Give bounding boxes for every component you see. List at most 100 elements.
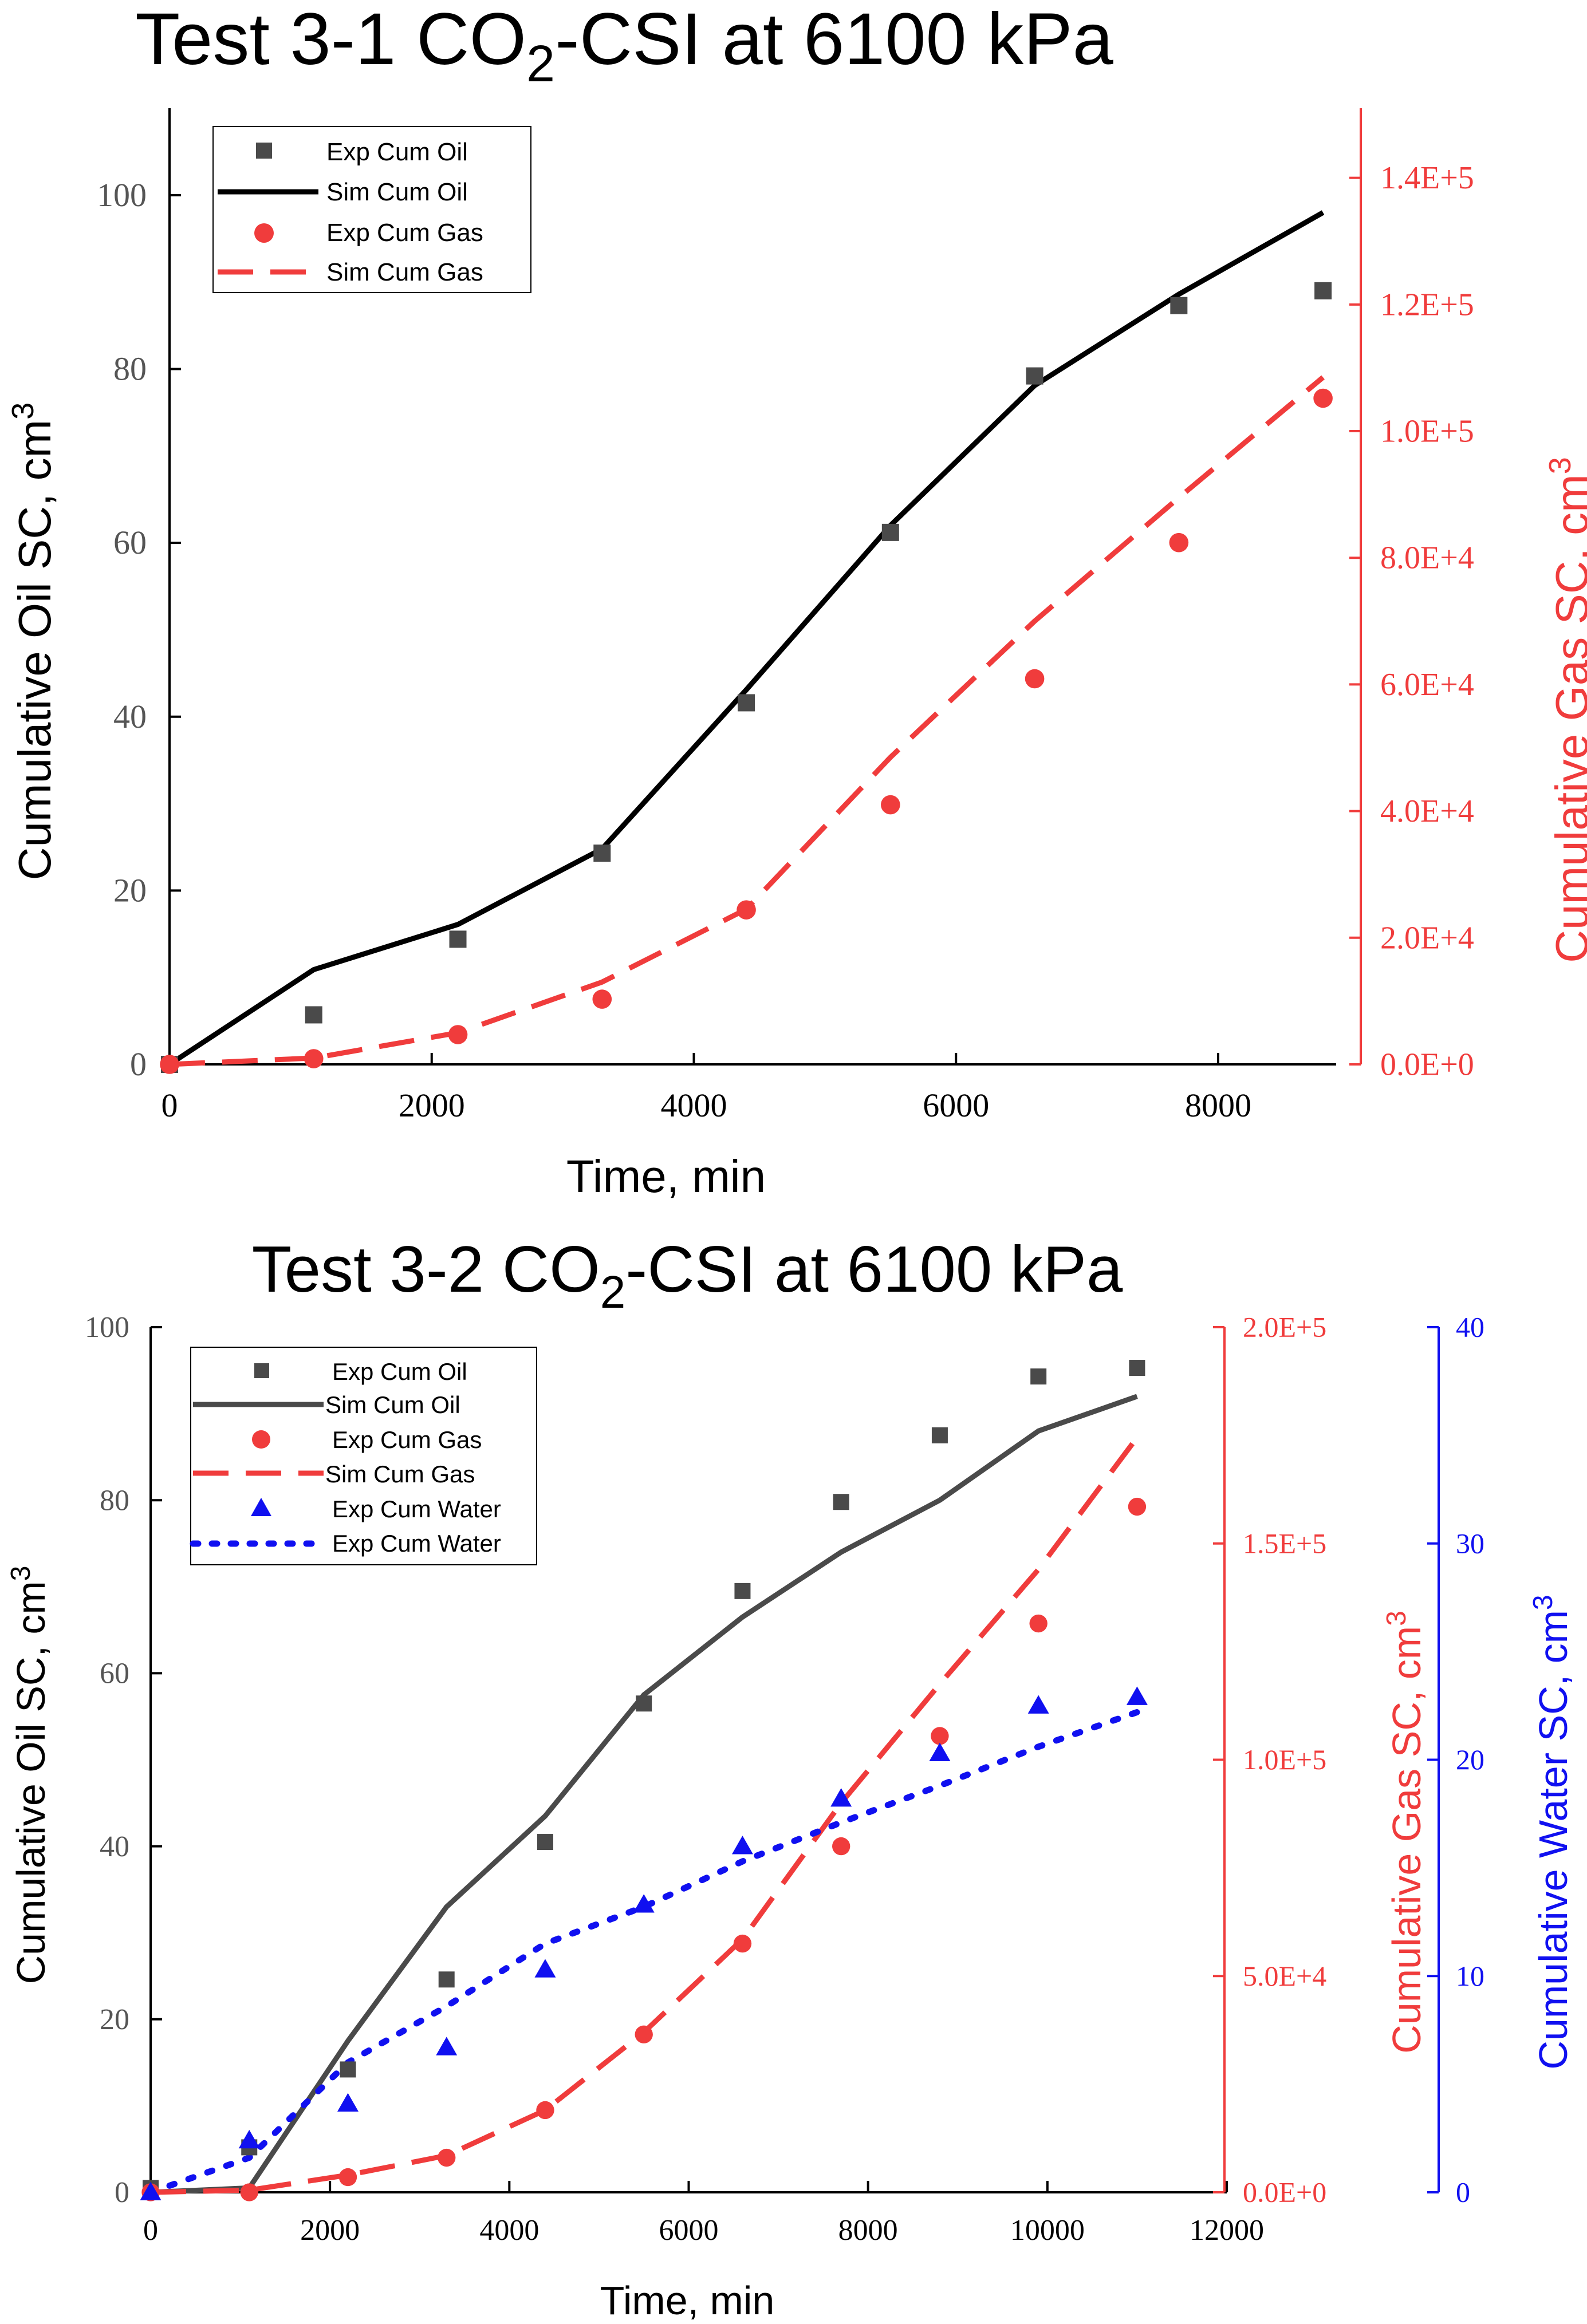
chart2-x-tick-label: 0 (143, 2214, 158, 2247)
chart1-square-point (1314, 282, 1332, 299)
chart2-circle-point (931, 1727, 949, 1745)
chart1-legend-label: Exp Cum Gas (326, 219, 483, 247)
chart2-square-point (1030, 1368, 1047, 1385)
chart1-x-tick-label: 6000 (923, 1087, 989, 1124)
chart2-x-tick-label: 4000 (479, 2214, 539, 2247)
chart1-x-tick-label: 2000 (399, 1087, 465, 1124)
chart2-triangle-point (929, 1742, 951, 1762)
chart1-left-tick-label: 100 (97, 176, 147, 214)
chart1-x-axis-title: Time, min (566, 1151, 766, 1202)
chart1-circle-point (737, 900, 756, 920)
chart1-series-line (168, 210, 1325, 1067)
chart1-axes: 0 20 40 60 80 100 0 2000 4000 6000 8000 0.0E+0 2.0E+… (97, 108, 1474, 1124)
chart1-square-point (881, 523, 899, 541)
chart1-x-tick-label: 0 (162, 1087, 178, 1124)
chart1-square-point (738, 694, 755, 712)
chart2-right-tick-label: 2.0E+5 (1243, 1311, 1326, 1343)
chart1-legend-label: Sim Cum Gas (326, 258, 483, 286)
chart-test-3-2: Test 3-2 CO2-CSI at 6100 kPa 0 20 40 60 80 10… (6, 1233, 1576, 2323)
chart1-circle-point (592, 989, 612, 1009)
chart2-left-tick-label: 100 (85, 1311, 129, 1344)
chart2-triangle-point (633, 1894, 655, 1913)
chart1-right-tick-label: 1.0E+5 (1380, 414, 1474, 449)
chart1-square-point (1026, 367, 1043, 385)
chart1-square-point (1170, 297, 1188, 314)
chart1-right-tick-label: 4.0E+4 (1380, 794, 1474, 829)
chart2-legend-label: Sim Cum Oil (325, 1391, 460, 1418)
chart2-square-point (537, 1834, 553, 1850)
chart1-plot-area (160, 210, 1333, 1074)
chart2-x-tick-label: 8000 (838, 2214, 898, 2247)
chart1-left-axis-title: Cumulative Oil SC, cm3 (6, 403, 60, 881)
chart1-legend-label: Exp Cum Oil (326, 138, 468, 166)
chart1-circle-point (448, 1025, 468, 1044)
chart2-legend-label: Sim Cum Gas (325, 1461, 475, 1487)
chart2-left-axis-title: Cumulative Oil SC, cm3 (6, 1566, 53, 1984)
chart2-triangle-point (1126, 1686, 1148, 1705)
chart2-circle-point (338, 2168, 357, 2187)
chart2-circle-point (733, 1934, 752, 1953)
chart2-legend-label: Exp Cum Water (332, 1530, 501, 1557)
chart1-circle-point (1169, 532, 1189, 553)
chart2-legend: Exp Cum Oil Sim Cum Oil Exp Cum Gas Sim … (190, 1347, 537, 1565)
chart1-square-point (593, 845, 611, 862)
chart1-x-tick-label: 4000 (661, 1087, 727, 1124)
chart2-x-tick-label: 2000 (300, 2214, 360, 2247)
chart1-right-tick-label: 8.0E+4 (1380, 540, 1474, 576)
chart2-square-point (438, 1971, 455, 1988)
chart2-left-tick-label: 20 (100, 2003, 129, 2036)
chart2-legend-label: Exp Cum Water (332, 1496, 501, 1522)
chart-test-3-1: Test 3-1 CO2-CSI at 6100 kPa 0 20 40 60 80 10… (6, 0, 1587, 1202)
chart2-legend-triangle-marker (251, 1498, 271, 1516)
chart1-left-tick-label: 0 (130, 1045, 147, 1083)
chart2-legend-square-marker (254, 1363, 269, 1378)
chart2-right2-axis-title: Cumulative Water SC, cm3 (1528, 1595, 1576, 2069)
chart2-right-tick-label: 1.5E+5 (1243, 1527, 1326, 1559)
chart2-left-tick-label: 0 (115, 2176, 129, 2209)
chart1-right-tick-label: 1.4E+5 (1380, 160, 1474, 196)
chart2-title: Test 3-2 CO2-CSI at 6100 kPa (252, 1233, 1123, 1317)
chart2-x-tick-label: 10000 (1010, 2214, 1085, 2247)
chart1-left-tick-label: 80 (113, 350, 147, 388)
chart2-square-point (636, 1695, 652, 1712)
chart1-legend-label: Sim Cum Oil (326, 178, 468, 206)
chart2-left-tick-label: 80 (100, 1484, 129, 1517)
chart2-right2-tick-label: 10 (1456, 1960, 1484, 1992)
chart2-x-tick-label: 12000 (1190, 2214, 1264, 2247)
chart2-right-tick-label: 0.0E+0 (1243, 2176, 1326, 2208)
chart2-circle-point (1128, 1497, 1147, 1516)
chart1-right-tick-label: 1.2E+5 (1380, 287, 1474, 322)
chart2-triangle-point (731, 1836, 753, 1855)
chart2-plot-area (140, 1360, 1148, 2201)
chart2-triangle-point (436, 2037, 458, 2055)
chart2-right2-tick-label: 40 (1456, 1311, 1484, 1343)
chart1-circle-point (1025, 669, 1045, 689)
chart1-left-tick-label: 20 (113, 872, 147, 909)
chart1-legend-square-marker (256, 143, 272, 159)
chart1-left-tick-label: 40 (113, 698, 147, 735)
chart2-square-point (931, 1427, 948, 1443)
chart1-circle-point (881, 795, 900, 815)
chart2-triangle-point (337, 2093, 359, 2112)
chart2-square-point (1129, 1360, 1145, 1376)
chart1-right-tick-label: 6.0E+4 (1380, 667, 1474, 703)
chart1-x-tick-label: 8000 (1185, 1087, 1251, 1124)
chart1-circle-point (304, 1049, 324, 1068)
chart2-right-tick-label: 5.0E+4 (1243, 1960, 1326, 1992)
chart2-square-point (340, 2061, 356, 2078)
chart1-legend-circle-marker (254, 223, 274, 243)
chart2-triangle-point (140, 2181, 162, 2200)
chart1-right-tick-label: 0.0E+0 (1380, 1047, 1474, 1082)
chart2-right-tick-label: 1.0E+5 (1243, 1743, 1326, 1775)
chart2-right-axis-title: Cumulative Gas SC, cm3 (1381, 1611, 1429, 2054)
chart1-square-point (305, 1006, 322, 1024)
chart2-right2-tick-label: 20 (1456, 1743, 1484, 1775)
chart2-triangle-point (534, 1959, 556, 1978)
chart2-circle-point (1029, 1614, 1048, 1633)
chart2-legend-label: Exp Cum Oil (332, 1358, 467, 1385)
chart1-circle-point (1313, 388, 1333, 408)
chart2-circle-point (635, 2025, 653, 2043)
